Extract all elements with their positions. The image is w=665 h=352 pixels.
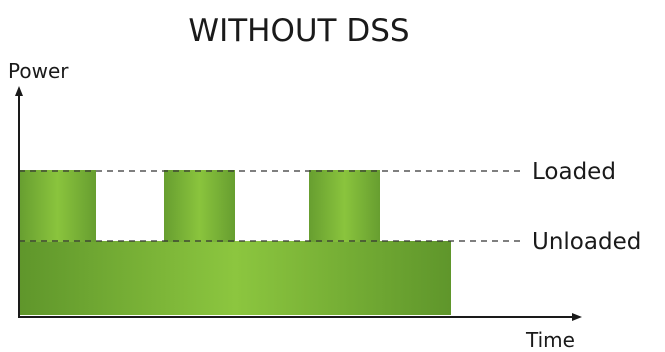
x-axis-label: Time	[525, 328, 575, 352]
loaded-block-3	[309, 170, 380, 242]
unloaded-power-region	[19, 241, 451, 315]
unloaded-level-label: Unloaded	[532, 229, 641, 255]
loaded-block-2	[164, 170, 235, 242]
x-axis-arrow	[572, 313, 582, 321]
loaded-level-label: Loaded	[532, 159, 616, 185]
y-axis-arrow	[15, 86, 23, 96]
y-axis-label: Power	[8, 59, 69, 83]
diagram-title: WITHOUT DSS	[188, 13, 409, 49]
loaded-block-1	[19, 170, 96, 242]
